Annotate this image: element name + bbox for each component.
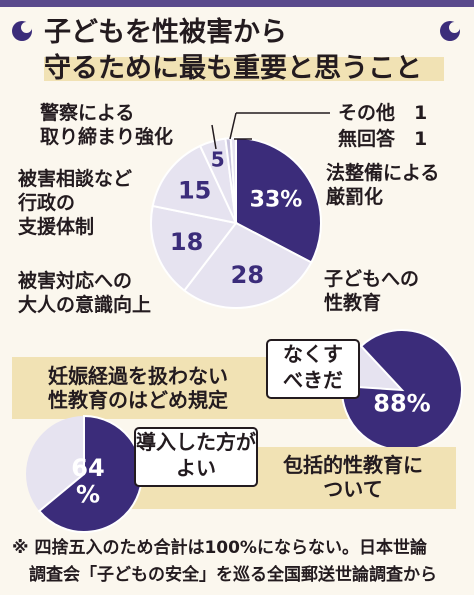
pie-slice [182, 221, 313, 309]
hadome-title: 妊娠経過を扱わない 性教育のはどめ規定 [48, 364, 228, 412]
slice-value-label: 28 [231, 261, 264, 289]
hokatsu-pie-chart: 64% [26, 414, 143, 533]
label-keisatsu: 警察による 取り締まり強化 [40, 102, 174, 148]
pie-slice [150, 204, 238, 292]
slice-value-label: 88% [373, 389, 430, 417]
label-hobatsu: 法整備による 厳罰化 [326, 162, 440, 208]
hadome-callout: なくす べきだ [266, 339, 360, 399]
main-pie-chart: 33% 28 18 155 [150, 112, 330, 309]
label-sonota: その他 1 [338, 102, 428, 124]
slice-value-label: 64% [71, 454, 104, 508]
chart-title: 子どもを性被害から 守るために最も重要と思うこと [44, 15, 444, 87]
pie-slice [235, 136, 322, 264]
hadome-pie-chart: 88% [341, 329, 463, 451]
corner-mark-icon [440, 21, 460, 41]
slice-value-label: 5 [211, 147, 225, 171]
label-seikyoiku: 子どもへの 性教育 [324, 268, 420, 314]
corner-mark-icon [12, 21, 32, 41]
pie-slice [151, 144, 238, 225]
pie-slice [37, 414, 143, 533]
slice-value-label: 33% [250, 187, 303, 212]
hokatsu-callout: 導入した方が よい [134, 427, 258, 487]
label-otona: 被害対応への 大人の意識向上 [18, 270, 152, 316]
slice-value-label: 18 [170, 228, 203, 256]
label-gyosei: 被害相談など 行政の 支援体制 [18, 168, 133, 238]
hokatsu-title: 包括的性教育に ついて [283, 453, 423, 501]
label-mukaito: 無回答 1 [338, 128, 428, 150]
leader-line [229, 112, 237, 140]
slice-value-label: 15 [178, 177, 211, 205]
pie-slice [341, 329, 463, 451]
leader-line [211, 124, 217, 150]
footnote: ※ 四捨五入のため合計は100%にならない。日本世論 調査会「子どもの安全」を巡… [12, 538, 437, 585]
